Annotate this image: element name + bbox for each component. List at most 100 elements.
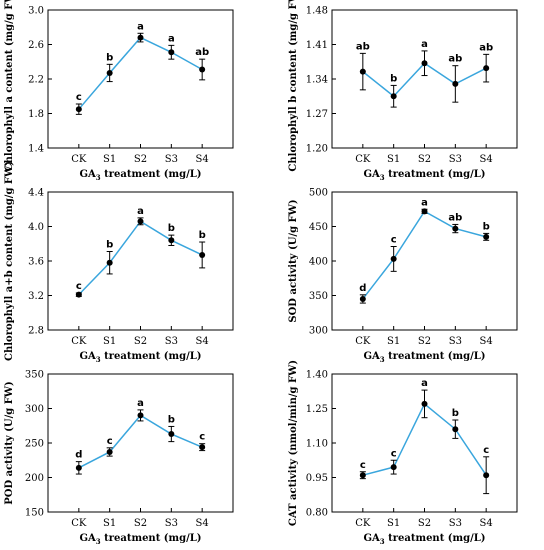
- data-point: [137, 412, 144, 419]
- y-tick-label: 350: [309, 291, 328, 302]
- x-tick-label: S2: [134, 518, 147, 529]
- significance-label: c: [107, 436, 113, 447]
- significance-label: ab: [356, 41, 370, 52]
- y-tick-label: 350: [25, 370, 44, 381]
- data-point: [137, 34, 144, 41]
- x-tick-label: CK: [71, 518, 87, 529]
- data-point: [359, 68, 366, 75]
- x-tick-label: S4: [480, 154, 493, 165]
- significance-label: c: [360, 460, 366, 471]
- x-tick-label: S1: [387, 154, 400, 165]
- y-tick-label: 150: [25, 508, 44, 519]
- data-point: [75, 291, 82, 298]
- data-point: [359, 472, 366, 479]
- data-point: [483, 472, 490, 479]
- significance-label: b: [452, 408, 459, 419]
- y-tick-label: 1.20: [306, 144, 328, 155]
- data-point: [390, 93, 397, 100]
- significance-label: c: [76, 281, 82, 292]
- y-tick-label: 2.8: [28, 326, 44, 337]
- y-tick-label: 400: [309, 257, 328, 268]
- y-tick-label: 2.2: [28, 75, 44, 86]
- data-point: [483, 233, 490, 240]
- x-axis-title: GA3 treatment (mg/L): [363, 169, 485, 182]
- series-line: [78, 220, 203, 296]
- x-tick-label: CK: [355, 336, 371, 347]
- series-line: [78, 414, 203, 469]
- y-tick-label: 1.4: [28, 144, 44, 155]
- y-tick-label: 1.10: [306, 439, 328, 450]
- x-tick-label: S3: [449, 336, 462, 347]
- x-axis-title: GA3 treatment (mg/L): [79, 351, 201, 364]
- chart-panel-6: 0.80 0.95 1.10 1.25 1.40 CK S1 S2 S3 S4 c c a b c GA3 t…: [288, 360, 518, 546]
- x-tick-label: S1: [103, 336, 116, 347]
- data-point: [452, 80, 459, 87]
- x-tick-label: S3: [165, 336, 178, 347]
- data-point: [421, 400, 428, 407]
- x-axis-title: GA3 treatment (mg/L): [363, 351, 485, 364]
- significance-label: b: [106, 240, 113, 251]
- x-tick-label: S4: [196, 154, 209, 165]
- y-tick-label: 450: [309, 222, 328, 233]
- data-point: [359, 295, 366, 302]
- significance-label: ab: [479, 42, 493, 53]
- y-tick-label: 300: [309, 326, 328, 337]
- y-tick-label: 3.6: [28, 257, 44, 268]
- plot-frame: [331, 9, 518, 149]
- x-axis-title: GA3 treatment (mg/L): [363, 533, 485, 546]
- data-point: [452, 225, 459, 232]
- data-point: [452, 426, 459, 433]
- data-point: [421, 60, 428, 67]
- significance-label: ab: [195, 47, 209, 58]
- x-tick-label: S2: [134, 154, 147, 165]
- y-axis-title: CAT activity (nmol/min/g FW): [288, 360, 299, 526]
- y-tick-label: 250: [25, 439, 44, 450]
- x-tick-label: CK: [355, 518, 371, 529]
- data-point: [106, 259, 113, 266]
- x-tick-label: S1: [387, 518, 400, 529]
- data-point: [106, 69, 113, 76]
- x-tick-label: S3: [449, 518, 462, 529]
- y-tick-label: 200: [25, 473, 44, 484]
- significance-label: a: [421, 39, 428, 50]
- data-point: [421, 208, 428, 215]
- y-tick-label: 4.4: [28, 188, 44, 199]
- significance-label: a: [421, 378, 428, 389]
- y-axis-title: POD activity (U/g FW): [4, 381, 15, 505]
- significance-label: b: [199, 230, 206, 241]
- x-tick-label: S1: [103, 154, 116, 165]
- y-tick-label: 1.48: [306, 6, 328, 17]
- significance-label: ab: [448, 54, 462, 65]
- significance-label: c: [391, 235, 397, 246]
- y-tick-label: 500: [309, 188, 328, 199]
- x-tick-label: S4: [480, 518, 493, 529]
- data-point: [168, 49, 175, 56]
- data-point: [199, 444, 206, 451]
- y-axis-title: Chlorophyll a content (mg/g FW): [4, 0, 15, 171]
- chart-panel-3: 2.8 3.2 3.6 4.0 4.4 CK S1 S2 S3 S4 c b a b b GA3 treatm…: [4, 161, 234, 364]
- significance-label: c: [76, 92, 82, 103]
- x-tick-label: S2: [418, 154, 431, 165]
- x-tick-label: S1: [103, 518, 116, 529]
- x-tick-label: S3: [165, 154, 178, 165]
- x-tick-label: S2: [418, 336, 431, 347]
- significance-label: a: [421, 197, 428, 208]
- y-axis-title: Chlorophyll b content (mg/g FW): [288, 0, 299, 172]
- y-tick-label: 300: [25, 404, 44, 415]
- data-point: [483, 65, 490, 72]
- significance-label: a: [137, 21, 144, 32]
- x-tick-label: S2: [134, 336, 147, 347]
- data-point: [199, 251, 206, 258]
- significance-label: b: [390, 73, 397, 84]
- y-tick-label: 0.95: [306, 473, 328, 484]
- y-tick-label: 1.40: [306, 370, 328, 381]
- significance-label: b: [168, 414, 175, 425]
- series-line: [362, 210, 487, 300]
- data-point: [75, 106, 82, 113]
- significance-label: c: [391, 448, 397, 459]
- x-tick-label: S1: [387, 336, 400, 347]
- plot-frame: [47, 373, 234, 513]
- x-tick-label: CK: [71, 154, 87, 165]
- x-axis-title: GA3 treatment (mg/L): [79, 169, 201, 182]
